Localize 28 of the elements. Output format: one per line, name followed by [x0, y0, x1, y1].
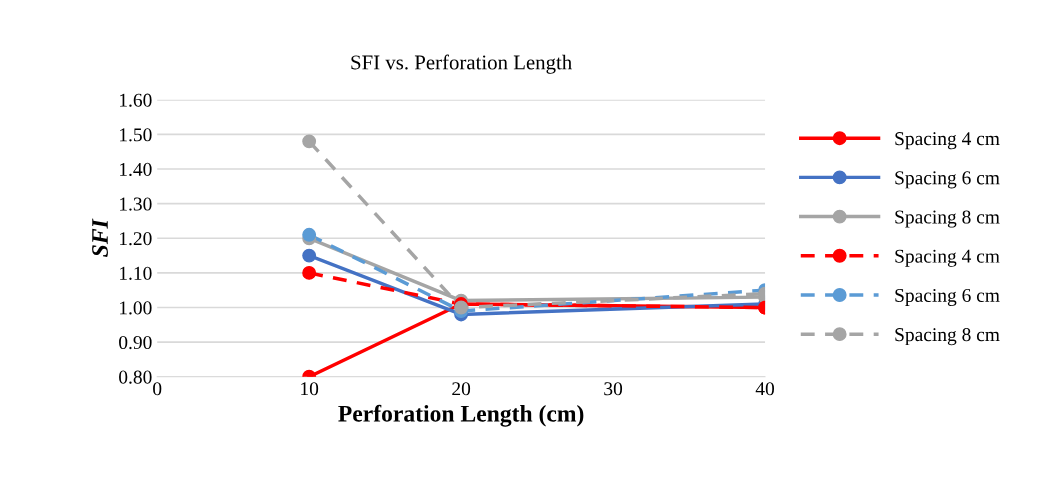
y-axis-title: SFI: [92, 218, 108, 257]
x-axis-title: Perforation Length (cm): [338, 404, 584, 427]
x-tick-label: 10: [301, 382, 319, 396]
legend-label: Spacing 4 cm: [895, 249, 1000, 267]
x-tick-label: 30: [604, 382, 623, 396]
y-tick-label: 1.60: [120, 93, 152, 107]
point: [454, 300, 469, 315]
legend-label: Spacing 8 cm: [895, 210, 1000, 228]
x-tick-label: 40: [755, 382, 775, 396]
y-tick-label: 1.40: [120, 162, 152, 177]
point: [302, 227, 317, 242]
legend-label: Spacing 6 cm: [895, 171, 1000, 189]
legend-label: Spacing 4 cm: [895, 132, 1000, 150]
legend-label: Spacing 8 cm: [895, 328, 1000, 346]
legend-label: Spacing 6 cm: [895, 288, 1000, 306]
chart-title: SFI vs. Perforation Length: [351, 54, 572, 74]
y-tick-label: 1.10: [120, 266, 152, 280]
y-tick-label: 1.00: [120, 301, 152, 315]
y-tick-label: 0.90: [119, 335, 152, 350]
y-tick-label: 1.50: [120, 128, 152, 142]
point: [302, 248, 317, 263]
y-tick-label: 0.80: [119, 370, 152, 384]
point: [302, 265, 317, 280]
x-tick-label: 20: [452, 382, 471, 396]
y-tick-label: 1.30: [120, 197, 152, 211]
y-tick-label: 1.20: [120, 232, 152, 246]
point: [302, 134, 317, 149]
x-tick-label: 0: [153, 382, 162, 396]
